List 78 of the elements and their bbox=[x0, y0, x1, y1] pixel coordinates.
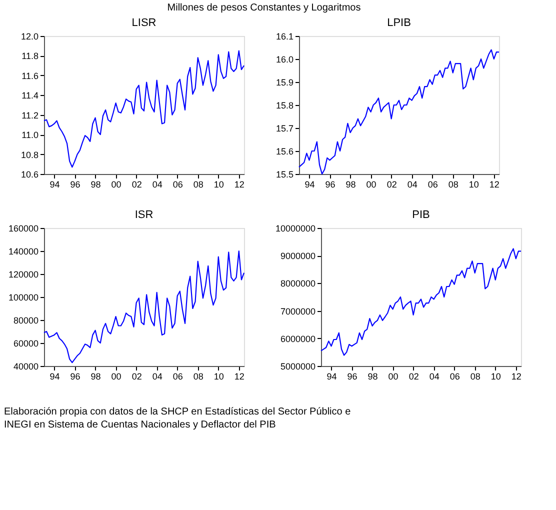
x-tick-label: 04 bbox=[407, 180, 418, 190]
line-series bbox=[43, 250, 245, 364]
y-tick-label: 10.6 bbox=[20, 170, 38, 180]
chart-title: ISR bbox=[134, 209, 154, 221]
y-tick-label: 9000000 bbox=[280, 251, 316, 262]
y-tick-label: 15.9 bbox=[276, 78, 294, 88]
y-tick-label: 120000 bbox=[8, 270, 38, 280]
x-tick-label: 08 bbox=[470, 372, 480, 382]
y-tick-label: 100000 bbox=[8, 292, 38, 302]
y-tick-label: 6000000 bbox=[280, 334, 316, 344]
x-tick-label: 02 bbox=[132, 372, 142, 382]
x-tick-label: 00 bbox=[366, 180, 376, 190]
x-tick-label: 02 bbox=[132, 180, 142, 190]
x-tick-label: 00 bbox=[388, 372, 398, 382]
y-tick-label: 60000 bbox=[13, 338, 38, 348]
y-tick-label: 11.6 bbox=[22, 70, 38, 81]
x-tick-label: 06 bbox=[428, 180, 438, 190]
chart-title: LISR bbox=[132, 17, 156, 29]
y-tick-label: 12.0 bbox=[20, 32, 38, 42]
x-tick-label: 96 bbox=[70, 372, 80, 382]
x-tick-label: 04 bbox=[152, 372, 162, 382]
x-tick-label: 98 bbox=[90, 372, 101, 382]
y-tick-label: 15.7 bbox=[276, 124, 294, 134]
y-tick-label: 10000000 bbox=[275, 224, 316, 234]
x-tick-label: 96 bbox=[325, 180, 336, 190]
x-tick-label: 12 bbox=[234, 180, 244, 190]
x-tick-label: 98 bbox=[90, 180, 101, 190]
x-tick-label: 10 bbox=[214, 180, 224, 190]
x-tick-label: 00 bbox=[111, 180, 122, 190]
chart-title: LPIB bbox=[387, 17, 411, 29]
y-tick-label: 140000 bbox=[8, 246, 38, 256]
x-tick-label: 06 bbox=[172, 372, 183, 382]
x-tick-label: 94 bbox=[50, 372, 60, 382]
x-tick-label: 98 bbox=[346, 180, 356, 190]
x-tick-label: 00 bbox=[111, 372, 122, 382]
y-tick-label: 40000 bbox=[13, 362, 38, 372]
y-tick-label: 80000 bbox=[13, 316, 38, 326]
y-tick-label: 15.6 bbox=[276, 146, 294, 156]
y-tick-label: 11.4 bbox=[22, 90, 38, 101]
x-tick-label: 98 bbox=[368, 372, 378, 382]
y-tick-label: 15.5 bbox=[276, 170, 294, 180]
x-tick-label: 12 bbox=[234, 372, 244, 382]
x-tick-label: 06 bbox=[450, 372, 460, 382]
line-series bbox=[320, 248, 522, 356]
y-tick-label: 11.8 bbox=[22, 51, 38, 62]
y-tick-label: 8000000 bbox=[280, 278, 316, 289]
y-tick-label: 10.8 bbox=[20, 150, 38, 160]
x-tick-label: 08 bbox=[193, 372, 204, 382]
x-tick-label: 96 bbox=[70, 180, 80, 190]
x-tick-label: 94 bbox=[326, 372, 337, 382]
x-tick-label: 94 bbox=[304, 180, 315, 190]
chart-title: PIB bbox=[412, 209, 430, 221]
x-tick-label: 04 bbox=[152, 180, 162, 190]
line-series bbox=[43, 50, 245, 168]
x-tick-label: 12 bbox=[511, 372, 522, 382]
x-tick-label: 08 bbox=[448, 180, 458, 190]
x-tick-label: 08 bbox=[193, 180, 204, 190]
x-tick-label: 12 bbox=[489, 180, 500, 190]
x-tick-label: 96 bbox=[347, 372, 358, 382]
y-tick-label: 11.2 bbox=[22, 110, 38, 120]
text: Elaboración propia con datos de la SHCP en Estadísticas del Sector Público e bbox=[4, 406, 352, 418]
y-tick-label: 16.0 bbox=[276, 54, 294, 64]
y-tick-label: 15.8 bbox=[276, 100, 294, 110]
x-tick-label: 10 bbox=[214, 372, 224, 382]
x-tick-label: 10 bbox=[468, 180, 479, 190]
text: INEGI en Sistema de Cuentas Nacionales y Deflactor del PIB bbox=[4, 420, 276, 430]
y-tick-label: 16.1 bbox=[276, 32, 294, 42]
x-tick-label: 10 bbox=[490, 372, 501, 382]
y-tick-label: 160000 bbox=[8, 224, 38, 234]
x-tick-label: 02 bbox=[408, 372, 419, 382]
x-tick-label: 06 bbox=[172, 180, 183, 190]
x-tick-label: 04 bbox=[429, 372, 440, 382]
y-tick-label: 5000000 bbox=[280, 362, 316, 372]
y-tick-label: 7000000 bbox=[280, 306, 316, 316]
y-tick-label: 11.0 bbox=[22, 130, 38, 140]
x-tick-label: 02 bbox=[386, 180, 397, 190]
x-tick-label: 94 bbox=[50, 180, 60, 190]
text: Millones de pesos Constantes y Logaritmos bbox=[167, 2, 361, 14]
